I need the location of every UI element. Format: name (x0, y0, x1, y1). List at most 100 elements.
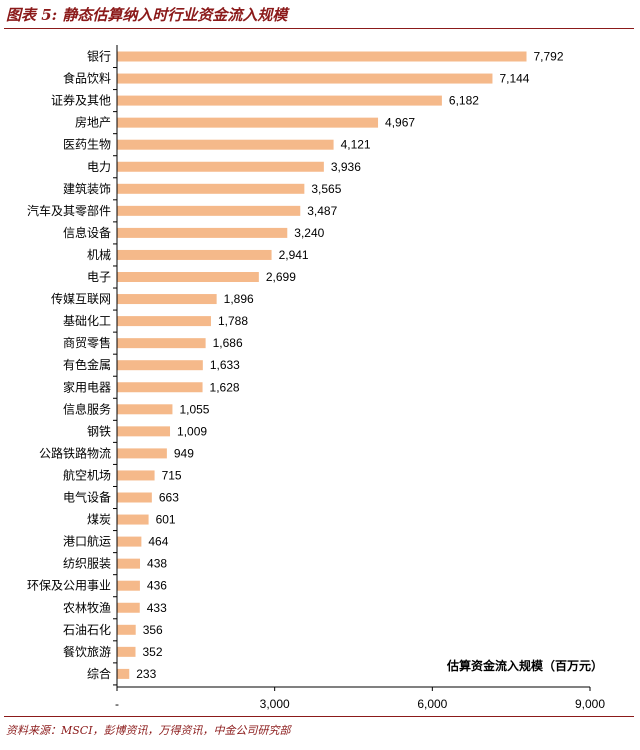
category-label: 基础化工 (63, 314, 111, 328)
source-divider (4, 716, 634, 717)
category-label: 食品饮料 (63, 71, 111, 86)
category-label: 证券及其他 (51, 93, 111, 108)
value-label: 1,788 (218, 314, 248, 328)
value-label: 2,699 (266, 270, 296, 284)
bars-layer: 银行 7,792 食品饮料 7,144 证券及其他 6,182 房地产 4,967 医药生物 4,… (27, 50, 564, 681)
x-tick-label: 6,000 (417, 697, 447, 711)
bar (117, 404, 173, 415)
bar (117, 514, 149, 525)
value-label: 438 (147, 557, 167, 571)
category-label: 家用电器 (63, 379, 111, 394)
x-tick-label: - (115, 697, 119, 711)
category-label: 商贸零售 (63, 335, 111, 350)
bar (117, 492, 152, 503)
bar (117, 117, 379, 128)
category-label: 信息设备 (63, 225, 111, 240)
category-label: 汽车及其零部件 (27, 203, 111, 218)
bar (117, 272, 259, 282)
value-label: 6,182 (449, 94, 479, 108)
bar (117, 470, 155, 481)
value-label: 433 (147, 601, 167, 615)
x-axis-label: 估算资金流入规模（百万元） (446, 658, 603, 673)
category-label: 医药生物 (63, 138, 111, 152)
category-label: 有色金属 (63, 357, 111, 372)
category-label: 电子 (87, 270, 111, 284)
value-label: 1,896 (224, 292, 254, 306)
category-label: 综合 (87, 666, 111, 681)
source-note: 资料来源：MSCI，彭博资讯，万得资讯，中金公司研究部 (6, 724, 291, 737)
value-label: 715 (162, 468, 182, 482)
value-label: 352 (142, 645, 162, 659)
title-divider (4, 28, 634, 29)
value-label: 464 (148, 535, 168, 549)
bar (117, 51, 527, 62)
value-label: 1,628 (210, 380, 240, 394)
bar (117, 205, 301, 216)
category-label: 房地产 (75, 115, 111, 130)
bar (117, 227, 288, 238)
bar (117, 139, 334, 150)
category-label: 银行 (87, 50, 111, 64)
category-label: 传媒互联网 (51, 291, 111, 306)
value-label: 601 (156, 513, 176, 527)
value-label: 663 (159, 491, 179, 505)
x-tick-label: 3,000 (260, 697, 290, 711)
axis-layer: - 3,000 6,000 9,000 (113, 45, 605, 711)
bar (117, 536, 142, 547)
bar (117, 624, 136, 635)
bar (117, 426, 171, 437)
category-label: 港口航运 (63, 534, 111, 549)
bar (117, 602, 140, 613)
category-label: 航空机场 (63, 467, 111, 482)
value-label: 356 (143, 623, 163, 637)
category-label: 煤炭 (87, 513, 111, 527)
value-label: 1,633 (210, 358, 240, 372)
category-label: 环保及公用事业 (27, 579, 111, 593)
category-label: 公路铁路物流 (39, 445, 111, 460)
bar (117, 558, 141, 569)
bar (117, 95, 442, 106)
bar (117, 73, 493, 84)
category-label: 电力 (87, 160, 111, 174)
bar (117, 382, 203, 393)
x-tick-label: 9,000 (575, 697, 605, 711)
value-label: 3,565 (311, 182, 341, 196)
value-label: 1,055 (179, 402, 209, 416)
value-label: 1,009 (177, 424, 207, 438)
category-label: 农林牧渔 (63, 601, 111, 615)
category-label: 信息服务 (63, 401, 111, 416)
value-label: 3,240 (294, 226, 324, 240)
bar (117, 316, 211, 327)
bar (117, 448, 167, 459)
bar-chart: 银行 7,792 食品饮料 7,144 证券及其他 6,182 房地产 4,967 医药生物 4,… (27, 45, 605, 711)
bar (117, 249, 272, 260)
value-label: 4,121 (341, 138, 371, 152)
value-label: 3,487 (307, 204, 337, 218)
bar (117, 161, 324, 172)
value-label: 3,936 (331, 160, 361, 174)
value-label: 7,144 (499, 72, 529, 86)
category-label: 机械 (87, 247, 111, 262)
bar (117, 360, 203, 371)
value-label: 949 (174, 446, 194, 460)
value-label: 4,967 (385, 116, 415, 130)
category-label: 纺织服装 (63, 557, 111, 571)
category-label: 钢铁 (87, 424, 111, 438)
bar (117, 338, 206, 349)
bar (117, 183, 305, 194)
category-label: 石油石化 (63, 623, 111, 637)
value-label: 2,941 (279, 248, 309, 262)
value-label: 436 (147, 579, 167, 593)
title-bar: 图表 5: 静态估算纳入时行业资金流入规模 (0, 0, 640, 30)
bar (117, 668, 130, 679)
value-label: 233 (136, 667, 156, 681)
bar (117, 646, 136, 657)
category-label: 电气设备 (63, 490, 111, 505)
chart-title: 图表 5: 静态估算纳入时行业资金流入规模 (6, 6, 288, 24)
bar (117, 580, 140, 591)
value-label: 7,792 (534, 50, 564, 64)
bar (117, 294, 217, 305)
category-label: 建筑装饰 (63, 181, 111, 196)
value-label: 1,686 (213, 336, 243, 350)
category-label: 餐饮旅游 (63, 644, 111, 659)
